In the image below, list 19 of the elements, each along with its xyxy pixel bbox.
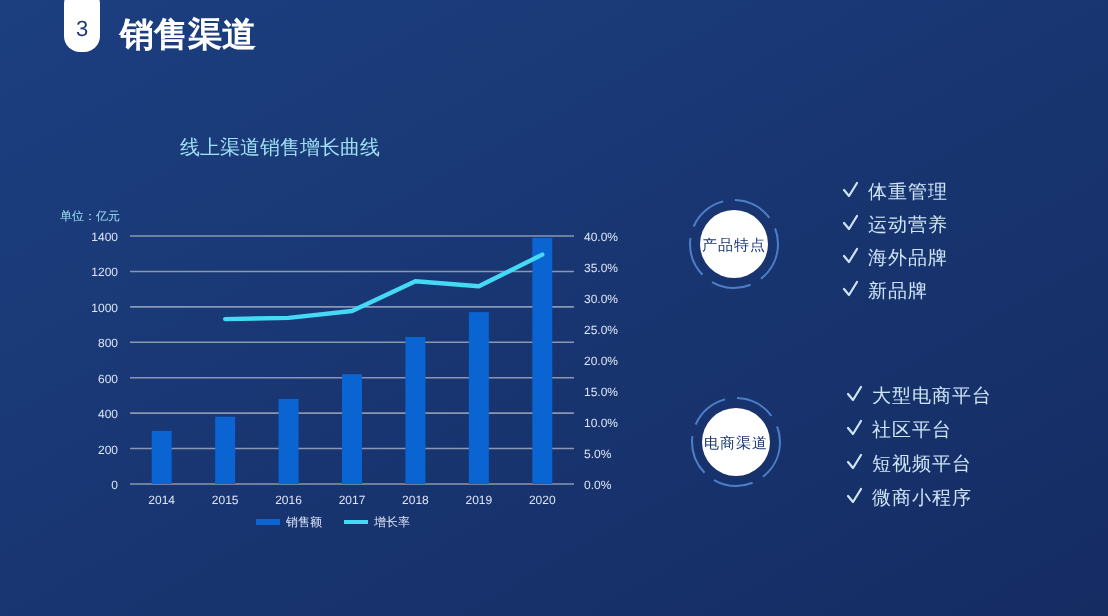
text: 体重管理 <box>868 180 948 204</box>
text: 运动营养 <box>868 213 948 237</box>
bar <box>215 416 236 484</box>
bar <box>468 312 489 484</box>
text: 社区平台 <box>872 418 952 442</box>
bar <box>405 336 426 484</box>
bar <box>151 430 172 484</box>
text: 3 <box>75 18 89 42</box>
chart-title: 线上渠道销售增长曲线 <box>180 136 380 160</box>
text: 海外品牌 <box>868 246 948 270</box>
bar <box>532 237 553 484</box>
text: 短视频平台 <box>872 452 972 476</box>
text: 销售渠道 <box>118 16 256 54</box>
text: 微商小程序 <box>872 486 972 510</box>
bar <box>342 374 362 484</box>
text: 大型电商平台 <box>872 384 992 408</box>
bar <box>278 398 299 484</box>
line-series <box>222 252 545 322</box>
text: 新品牌 <box>868 279 928 303</box>
